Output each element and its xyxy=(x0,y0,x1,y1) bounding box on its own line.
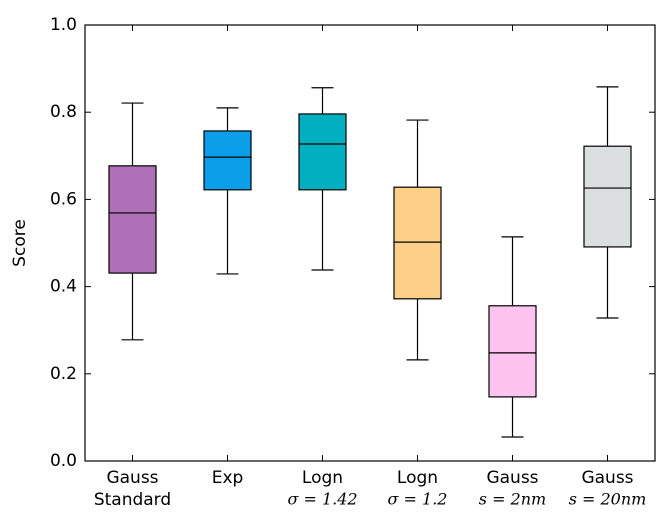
y-tick-label: 0.0 xyxy=(50,451,77,471)
x-tick-label: s = 20nm xyxy=(569,490,647,509)
y-axis-label: Score xyxy=(10,219,30,267)
x-tick-label: Exp xyxy=(212,468,244,488)
x-tick-label: σ = 1.42 xyxy=(287,490,357,509)
x-tick-label: s = 2nm xyxy=(479,490,546,509)
y-tick-label: 0.2 xyxy=(50,364,77,384)
y-tick-label: 1.0 xyxy=(50,15,77,35)
y-tick-label: 0.8 xyxy=(50,102,77,122)
x-tick-label: Logn xyxy=(302,468,343,488)
y-tick-label: 0.6 xyxy=(50,189,77,209)
box xyxy=(203,130,252,191)
x-tick-label: Gauss xyxy=(581,468,633,488)
box xyxy=(298,113,347,191)
y-tick-label: 0.4 xyxy=(50,277,77,297)
x-tick-label: Gauss xyxy=(486,468,538,488)
x-tick-label: σ = 1.2 xyxy=(388,490,448,509)
plot-frame xyxy=(84,24,656,462)
x-tick-label: Gauss xyxy=(106,468,158,488)
box xyxy=(393,186,442,300)
box xyxy=(108,165,157,274)
box xyxy=(583,145,632,248)
box xyxy=(488,305,537,398)
x-tick-label: Standard xyxy=(94,490,171,510)
x-tick-label: Logn xyxy=(397,468,438,488)
